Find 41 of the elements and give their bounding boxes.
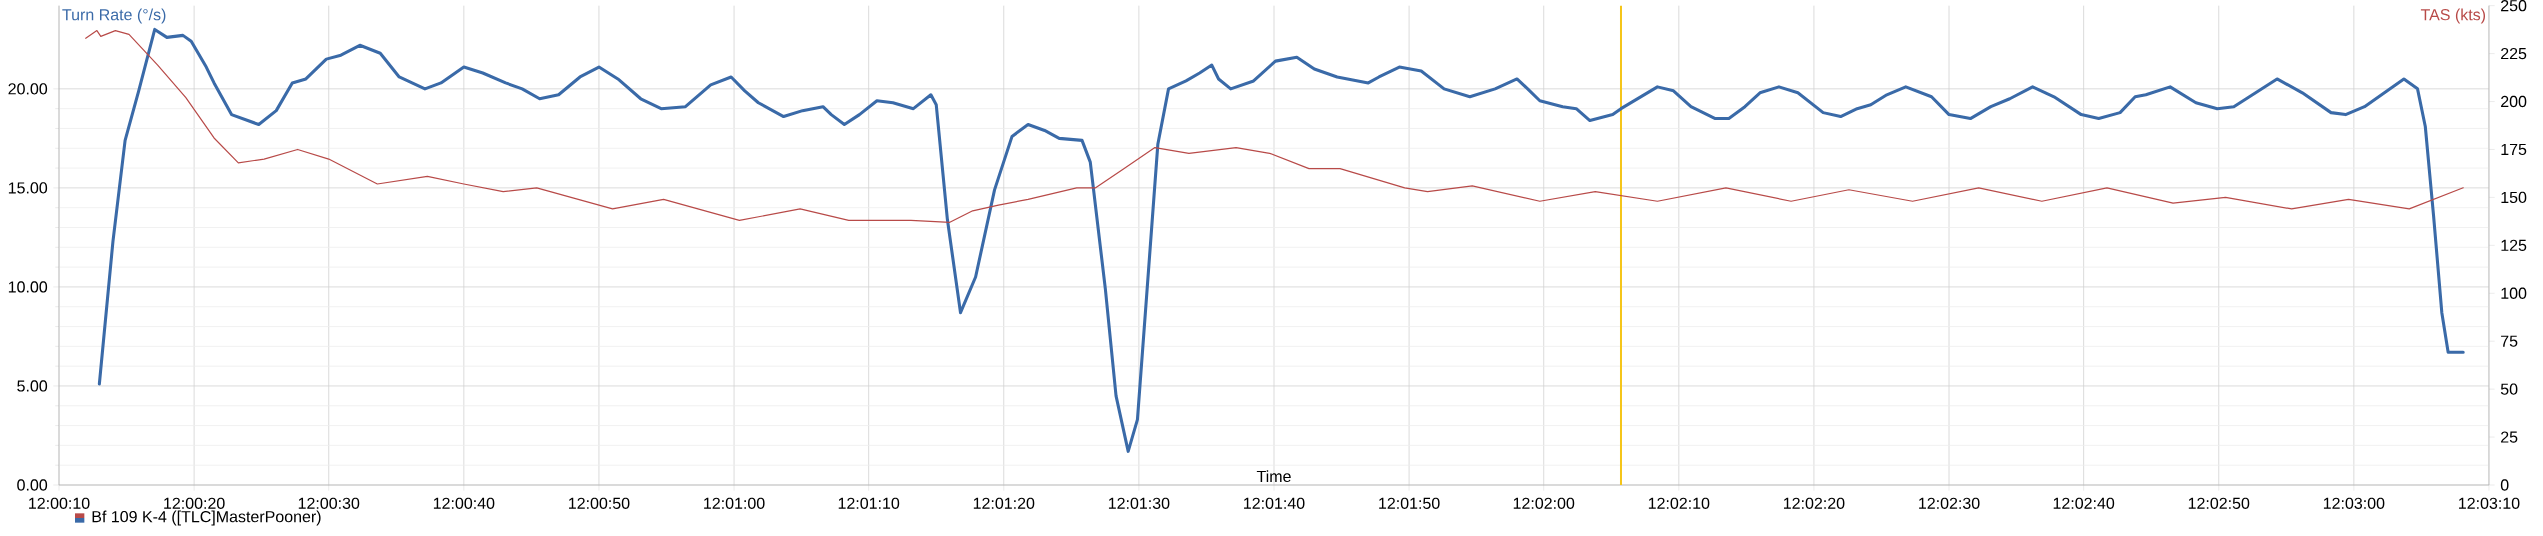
x-axis-title: Time	[1256, 470, 1291, 483]
y-tick-label: 10.00	[8, 281, 48, 293]
line-series	[97, 27, 2465, 453]
x-tick-label: 12:02:50	[2188, 497, 2250, 509]
x-tick-label: 12:01:50	[1379, 497, 1440, 509]
y2-tick-label: 225	[2501, 47, 2527, 60]
x-tick-label: 12:01:10	[838, 497, 900, 509]
x-tick-label: 12:01:20	[973, 497, 1035, 509]
x-tick-label: 12:00:50	[569, 497, 630, 509]
x-tick-label: 12:00:20	[164, 497, 225, 509]
x-tick-label: 12:02:40	[2053, 497, 2115, 509]
y2-tick-label: 175	[2501, 143, 2527, 156]
y2-tick-label: 250	[2501, 0, 2527, 12]
y-tick-label: 5.00	[17, 380, 48, 392]
x-tick-label: 12:03:00	[2323, 497, 2385, 509]
y-axis-title: Turn Rate (°/s)	[62, 8, 166, 24]
x-tick-label: 12:02:20	[1783, 497, 1845, 509]
y-tick-label: 0.00	[17, 479, 48, 491]
y-tick-label: 20.00	[8, 83, 48, 95]
line-series	[85, 29, 2464, 223]
y2-tick-label: 25	[2501, 431, 2518, 443]
x-tick-label: 12:01:00	[704, 497, 765, 509]
y2-tick-label: 150	[2501, 191, 2527, 204]
x-tick-label: 12:03:10	[2459, 497, 2520, 509]
y2-tick-label: 100	[2501, 287, 2527, 299]
x-tick-label: 12:02:10	[1648, 497, 1710, 509]
y2-tick-label: 200	[2501, 95, 2527, 108]
text: Bf 109 K-4 ([TLC]MasterPooner)	[92, 510, 321, 526]
y2-tick-label: 75	[2501, 335, 2518, 347]
x-tick-label: 12:02:30	[1919, 497, 1980, 509]
y2-tick-label: 0	[2500, 479, 2509, 491]
y2-axis-title: TAS (kts)	[2420, 8, 2486, 24]
x-tick-label: 12:00:30	[298, 497, 360, 509]
x-tick-label: 12:02:00	[1513, 497, 1575, 509]
x-tick-label: 12:00:10	[29, 497, 90, 509]
y-tick-label: 15.00	[8, 182, 48, 194]
y2-tick-label: 50	[2500, 383, 2518, 395]
x-tick-label: 12:01:30	[1108, 497, 1170, 509]
x-tick-label: 12:01:40	[1244, 497, 1305, 509]
x-tick-label: 12:00:40	[433, 497, 495, 509]
y2-tick-label: 125	[2501, 239, 2527, 251]
